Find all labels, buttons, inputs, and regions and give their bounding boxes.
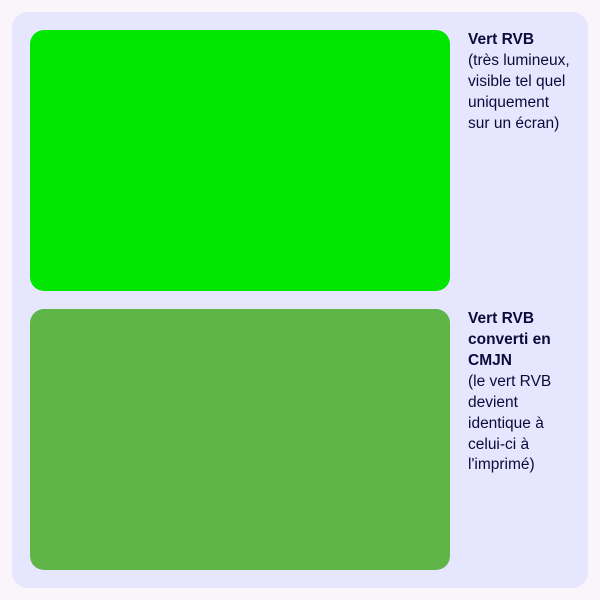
row-rgb: Vert RVB (très lumineux, visible tel que… [30, 30, 570, 291]
comparison-panel: Vert RVB (très lumineux, visible tel que… [12, 12, 588, 588]
row-cmyk: Vert RVB converti en CMJN (le vert RVB d… [30, 309, 570, 570]
swatch-cmyk-green [30, 309, 450, 570]
caption-cmyk: Vert RVB converti en CMJN (le vert RVB d… [468, 309, 570, 570]
caption-rgb-title: Vert RVB [468, 30, 570, 51]
caption-rgb-desc: (très lumineux, visible tel quel uniquem… [468, 51, 570, 135]
caption-rgb: Vert RVB (très lumineux, visible tel que… [468, 30, 570, 291]
swatch-rgb-green [30, 30, 450, 291]
caption-cmyk-title: Vert RVB converti en CMJN [468, 309, 570, 372]
caption-cmyk-desc: (le vert RVB devient identique à celui-c… [468, 372, 570, 477]
